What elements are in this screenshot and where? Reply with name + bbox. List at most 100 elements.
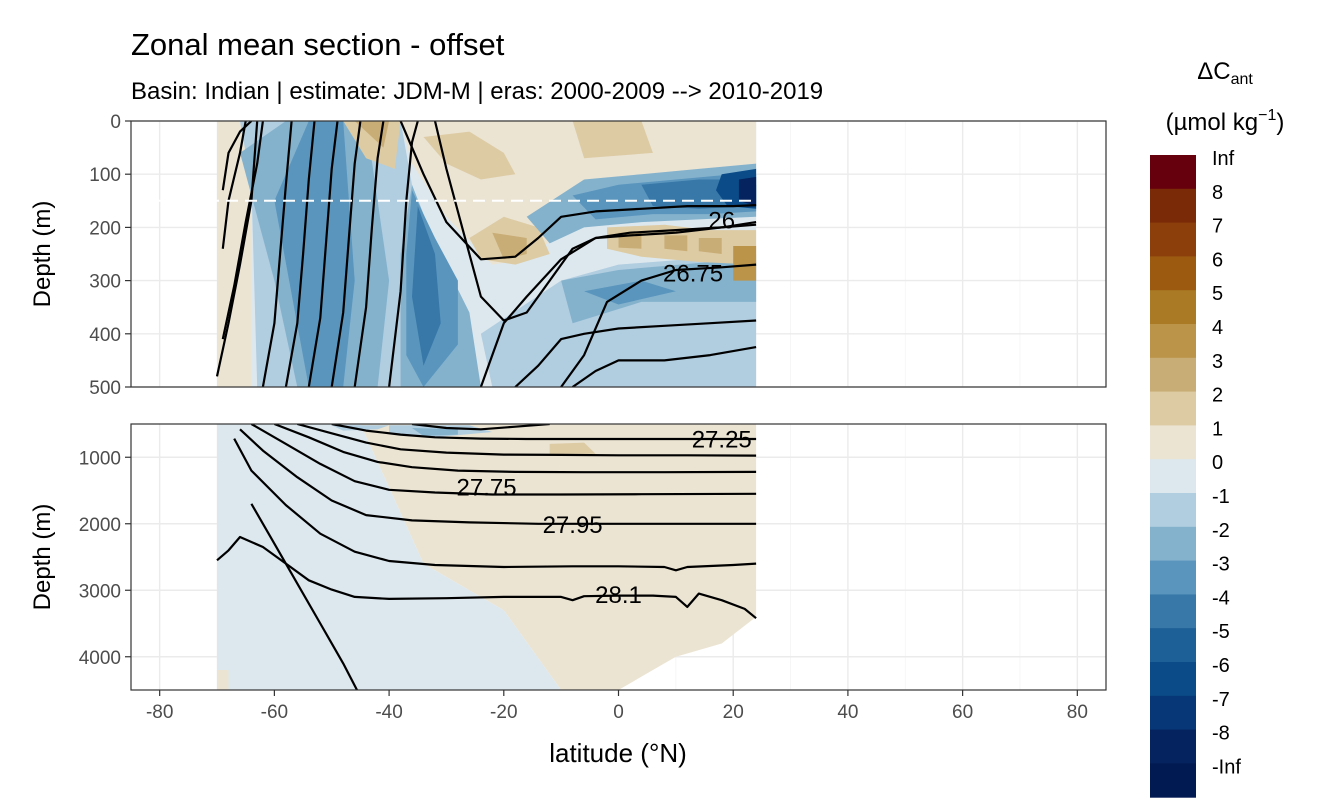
legend-key [1150,391,1196,426]
isopycnal-line [221,121,247,249]
field-patch [217,670,229,690]
isopycnal-line [571,346,757,387]
legend-key [1150,324,1196,359]
y-tick-label: 4000 [79,648,121,669]
legend-key-label: 5 [1212,283,1223,305]
legend-key [1150,459,1196,494]
x-tick-label: 40 [837,702,858,723]
field-patch [572,121,653,159]
isopycnal-line [433,121,757,322]
isopycnal-line [479,223,757,387]
contour-label: 27.95 [543,512,603,539]
x-tick-label: -80 [146,702,173,723]
y-tick-label: 3000 [79,581,121,602]
legend-key-label: -3 [1212,554,1230,576]
legend-key-label: -7 [1212,689,1230,711]
panel-upper-isopycnals [215,121,757,387]
legend-key-label: 3 [1212,351,1223,373]
isopycnal-line [330,121,362,387]
legend-key-label: -Inf [1212,756,1241,778]
isopycnal-line [221,121,253,191]
legend-key [1150,628,1196,663]
y-axis-label-upper: Depth (m) [29,201,56,308]
isopycnal-line [216,535,757,620]
field-patch [360,424,757,690]
field-patch [733,246,757,281]
panel-lower-field [217,424,757,690]
panel-lower-y-axis: 1000 2000 3000 4000 [79,448,131,669]
y-tick-label: 100 [89,165,121,186]
legend-title: ΔCant [1197,58,1253,88]
isopycnal-line [250,503,359,690]
legend-key-label: 6 [1212,249,1223,271]
isopycnal-line [331,424,757,441]
isopycnal-line [250,424,757,496]
y-tick-label: 0 [110,112,121,133]
isopycnal-line [239,428,757,525]
field-patch [549,442,596,454]
isopycnal-line [233,438,757,572]
y-tick-label: 500 [89,378,121,399]
legend-key-label: 0 [1212,452,1223,474]
panel-lower: 27.25 27.75 27.95 28.1 1000 2000 3000 4000 [79,423,1107,691]
y-axis-label-lower: Depth (m) [29,504,56,611]
contour-label: 28.1 [595,582,642,609]
y-tick-label: 1000 [79,448,121,469]
legend-key [1150,425,1196,460]
legend-key-label: -1 [1212,486,1230,508]
legend-key [1150,357,1196,393]
field-patch [412,206,441,366]
isopycnal-line [353,121,385,387]
legend-key-label: Inf [1212,148,1235,170]
y-tick-label: 2000 [79,515,121,536]
x-tick-label: 20 [723,702,744,723]
chart-subtitle: Basin: Indian | estimate: JDM-M | eras: … [131,78,823,105]
y-tick-label: 300 [89,272,121,293]
legend-key [1150,256,1196,291]
legend-key [1150,662,1196,697]
panel-lower-isopycnals [216,424,757,690]
contour-label: 26 [708,207,735,234]
legend-key [1150,763,1196,798]
panel-upper-y-axis: 0 100 200 300 400 500 [89,112,131,399]
legend-key-label: -2 [1212,520,1230,542]
field-patch [698,238,722,254]
legend-key [1150,155,1196,190]
legend-key [1150,188,1196,224]
legend-key [1150,526,1196,562]
isopycnal-line [560,263,757,387]
x-axis: -80 -60 -40 -20 0 20 40 60 80 [146,690,1088,723]
legend-key [1150,222,1196,257]
field-patch [412,428,458,436]
isopycnal-line [215,121,259,377]
field-patch [274,121,355,387]
legend-key-label: -4 [1212,587,1230,609]
contour-label: 27.75 [457,475,517,502]
x-tick-label: 80 [1067,702,1088,723]
legend-key [1150,560,1196,595]
y-tick-label: 400 [89,325,121,346]
legend-units-sup: −1 [1258,107,1276,124]
isopycnal-line [297,424,757,457]
legend-key-label: 2 [1212,385,1223,407]
x-tick-label: -40 [375,702,402,723]
legend-key-label: 7 [1212,216,1223,238]
legend-key [1150,493,1196,528]
legend-units-end: ) [1276,109,1284,136]
x-tick-label: -20 [490,702,517,723]
isopycnal-line [307,121,339,387]
legend-key [1150,729,1196,764]
x-tick-label: -60 [261,702,288,723]
legend-key-label: 8 [1212,182,1223,204]
field-patch [217,424,562,690]
x-axis-label: latitude (°N) [549,738,687,768]
isopycnal-line [221,121,264,340]
isopycnal-line [274,424,757,474]
chart-title: Zonal mean section - offset [131,27,505,62]
x-tick-label: 0 [613,702,624,723]
field-patch [584,280,676,305]
isopycnal-line [411,424,550,431]
legend-keys: Inf 8 7 6 5 4 3 2 1 0 -1 -2 -3 -4 -5 -6 -7 -8 -Inf [1150,148,1241,798]
legend-title-main: ΔC [1197,58,1230,85]
legend-key-label: -8 [1212,723,1230,745]
